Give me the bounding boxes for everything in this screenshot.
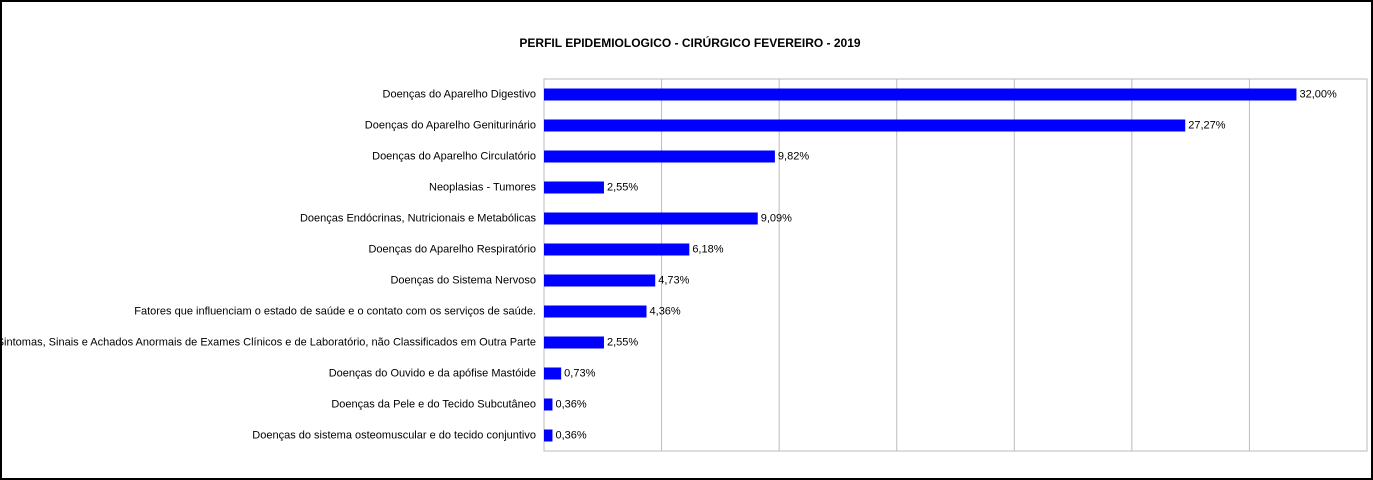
y-tick-label: Neoplasias - Tumores [429,181,536,193]
y-tick-label: Doenças do Aparelho Circulatório [372,150,536,162]
y-tick-label: Doenças do Ouvido e da apófise Mastóide [329,367,536,379]
bar [544,243,690,256]
bar [544,88,1297,101]
plot-area [543,78,1368,452]
data-label: 32,00% [1299,88,1337,100]
chart-title: PERFIL EPIDEMIOLOGICO - CIRÚRGICO FEVERE… [519,35,860,50]
bar [544,274,656,287]
bar [544,181,604,194]
bar [544,336,604,349]
y-tick-label: Doenças da Pele e do Tecido Subcutâneo [331,398,536,410]
data-label: 27,27% [1188,119,1226,131]
bar [544,212,758,225]
data-label: 0,36% [555,398,586,410]
y-tick-label: Doenças do Aparelho Respiratório [368,243,536,255]
bar [544,367,562,380]
y-tick-label: Doenças do Aparelho Digestivo [383,88,536,100]
bar [544,429,553,442]
bar [544,150,775,163]
data-label: 4,36% [650,305,681,317]
data-label: 4,73% [658,274,689,286]
y-tick-label: Doenças do sistema osteomuscular e do te… [252,429,536,441]
data-label: 0,36% [555,429,586,441]
y-tick-label: Doenças do Sistema Nervoso [390,274,536,286]
data-label: 6,18% [692,243,723,255]
data-label: 0,73% [564,367,595,379]
y-tick-label: Doenças do Aparelho Geniturinário [365,119,536,131]
y-tick-label: Doenças Endócrinas, Nutricionais e Metab… [300,212,537,224]
data-label: 2,55% [607,336,638,348]
y-tick-label: Sintomas, Sinais e Achados Anormais de E… [0,336,536,348]
bar [544,119,1186,132]
data-label: 9,09% [761,212,792,224]
bar [544,305,647,318]
data-label: 9,82% [778,150,809,162]
bar [544,398,553,411]
y-tick-label: Fatores que influenciam o estado de saúd… [134,305,536,317]
data-label: 2,55% [607,181,638,193]
